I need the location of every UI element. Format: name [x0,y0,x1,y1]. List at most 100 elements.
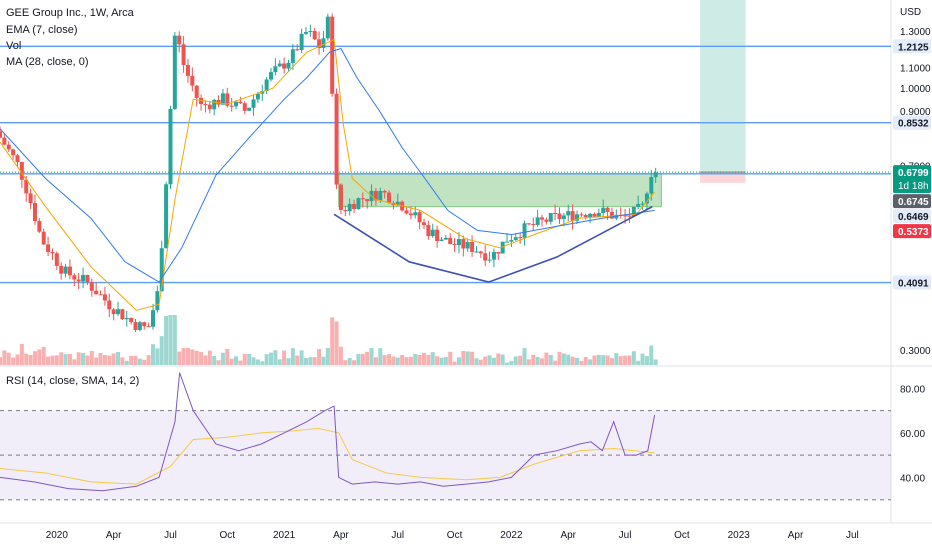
volume-bar [159,336,164,365]
volume-bar [303,358,308,365]
volume-bar [238,360,243,365]
candle-body [133,322,138,330]
candle-body [557,213,562,219]
volume-bar [561,353,566,365]
volume-bar [59,352,64,365]
candle-body [461,239,466,249]
cup-curve-line [333,205,653,283]
volume-bar [28,354,33,365]
volume-bar [247,353,252,365]
candle-body [142,322,147,327]
volume-bar [181,347,186,365]
rsi-tick-label: 60.00 [900,429,925,440]
volume-bar [94,357,99,365]
ma-legend[interactable]: MA (28, close, 0) [6,56,89,68]
chart-title-legend[interactable]: GEE Group Inc., 1W, Arca [6,7,134,19]
candle-body [570,211,575,221]
volume-bar [483,356,488,365]
volume-bar [566,354,571,365]
volume-bar [430,352,435,365]
volume-bar [116,351,121,365]
candle-body [649,177,654,194]
volume-bar [426,354,431,365]
volume-bar [203,355,208,365]
candle-body [500,241,505,254]
candle-body [588,213,593,218]
volume-bar [137,358,142,365]
candle-body [413,212,418,216]
candle-body [85,274,90,283]
price-badge-bg [893,209,931,224]
volume-bar [133,355,138,365]
candle-body [653,172,658,178]
volume-bar [373,357,378,365]
volume-bar [89,350,94,365]
candle-body [94,290,99,295]
rsi-sma-line [0,427,655,485]
candle-body [98,294,103,296]
ema-legend[interactable]: EMA (7, close) [6,24,78,36]
ema-line [0,38,655,311]
candle-body [273,66,278,73]
volume-bar [317,349,322,365]
time-tick-label: Apr [788,530,804,541]
candle-body [229,105,234,107]
candle-body [435,229,440,241]
volume-bar [609,358,614,365]
candle-body [448,237,453,245]
candle-body [303,32,308,34]
currency-label: USD [900,7,922,18]
volume-bar [369,348,374,365]
candle-body [46,244,51,252]
rsi-tick-label: 80.00 [900,384,925,395]
candle-body [255,93,260,100]
volume-bar [164,316,169,365]
volume-bar [0,357,2,365]
volume-bar [19,343,24,365]
volume-bar [32,351,37,365]
candle-body [0,131,2,138]
volume-bar [513,356,518,365]
candle-body [553,212,558,214]
candle-body [491,252,496,260]
candle-body [483,253,488,261]
price-badge-bg [893,165,931,194]
candle-body [277,63,282,67]
candle-body [290,49,295,63]
price-badge-value: 0.4091 [898,279,929,290]
volume-bar [255,359,260,365]
rsi-legend[interactable]: RSI (14, close, SMA, 14, 2) [6,375,140,387]
rsi-line [0,372,656,492]
candle-body [146,326,151,328]
candle-body [509,240,514,242]
time-tick-label: Oct [447,530,463,541]
vol-legend[interactable]: Vol [6,40,22,52]
candle-body [421,222,426,226]
candle-body [72,275,77,280]
candle-body [343,210,348,212]
time-tick-label: Jul [846,530,859,541]
rsi-tick-label: 40.00 [900,473,925,484]
candle-body [644,193,649,204]
volume-bar [41,346,46,365]
rsi-pane-bg [0,366,891,522]
candle-body [111,309,116,315]
volume-bar [220,352,225,365]
volume-bar [295,355,300,365]
candle-body [614,214,619,219]
volume-bar [299,350,304,365]
candle-body [535,217,540,225]
price-tick-label: 1.0000 [900,84,931,95]
candle-body [308,31,313,33]
volume-bar [46,356,51,365]
volume-bar [535,357,540,365]
volume-bar [596,354,601,365]
candle-body [566,211,571,216]
candle-body [190,75,195,86]
volume-bar [588,359,593,365]
axis-layer: 2020 Apr Jul Oct 2021 Apr Jul Oct 2022 Apr Jul Oct 2… [46,27,931,541]
volume-bar [11,357,16,365]
volume-bar [404,357,409,365]
volume-bar [338,346,343,365]
